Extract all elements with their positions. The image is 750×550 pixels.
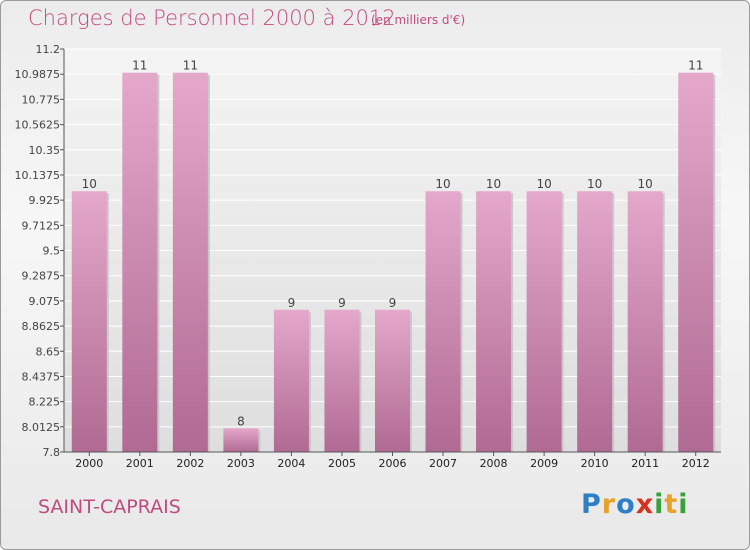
bar-2010	[577, 191, 613, 452]
x-tick-label: 2004	[277, 457, 305, 470]
y-tick-label: 10.1375	[15, 169, 61, 182]
data-label: 10	[638, 177, 653, 191]
data-label: 10	[587, 177, 602, 191]
x-tick-label: 2005	[328, 457, 356, 470]
x-tick-label: 2007	[429, 457, 457, 470]
data-label: 10	[82, 177, 97, 191]
data-label: 10	[486, 177, 501, 191]
x-tick-label: 2003	[227, 457, 255, 470]
y-tick-label: 9.925	[29, 194, 61, 207]
proxiti-logo: Proxiti	[581, 489, 689, 520]
x-tick-label: 2000	[75, 457, 103, 470]
y-tick-label: 8.0125	[22, 421, 61, 434]
x-tick-label: 2012	[682, 457, 710, 470]
data-label: 11	[132, 59, 147, 73]
bar-2001	[122, 72, 158, 453]
y-tick-label: 8.4375	[22, 370, 61, 383]
x-axis: 2000 2001 2002 2003 2004 2005 2006 2007 2008 2009…	[75, 452, 710, 470]
x-tick-label: 2006	[379, 457, 407, 470]
chart-subtitle: (en milliers d'€)	[371, 13, 466, 27]
data-label: 9	[389, 296, 397, 310]
y-tick-label: 8.8625	[22, 320, 61, 333]
y-axis: 7.8 8.0125 8.225 8.4375 8.65 8.8625 9.075 9.287…	[15, 43, 721, 459]
bar-2012	[678, 72, 714, 453]
y-tick-label: 8.65	[36, 345, 61, 358]
bar-2004	[273, 309, 309, 452]
commune-name: SAINT-CAPRAIS	[38, 496, 181, 518]
y-tick-label: 11.2	[36, 43, 61, 56]
y-tick-label: 10.775	[22, 93, 61, 106]
logo-letter: r	[601, 489, 617, 520]
logo-letter: t	[664, 489, 679, 520]
bars-group	[71, 72, 716, 453]
logo-letter: P	[581, 489, 602, 520]
bar-2011	[627, 191, 663, 452]
x-tick-label: 2002	[176, 457, 204, 470]
bar-2005	[324, 309, 360, 452]
bar-2008	[476, 191, 512, 452]
data-label: 11	[688, 59, 703, 73]
y-tick-label: 10.9875	[15, 68, 61, 81]
data-label: 9	[288, 296, 296, 310]
logo-letter: x	[635, 489, 655, 520]
bar-2009	[526, 191, 562, 452]
bar-2000	[71, 191, 107, 452]
x-tick-label: 2008	[480, 457, 508, 470]
y-tick-label: 7.8	[43, 446, 61, 459]
y-tick-label: 9.7125	[22, 219, 61, 232]
y-tick-label: 9.2875	[22, 270, 61, 283]
y-tick-label: 8.225	[29, 396, 61, 409]
data-label: 9	[338, 296, 346, 310]
data-label: 8	[237, 414, 245, 428]
bar-2003	[223, 428, 259, 452]
x-tick-label: 2009	[530, 457, 558, 470]
x-tick-label: 2011	[631, 457, 659, 470]
y-tick-label: 9.5	[43, 245, 61, 258]
chart-title: Charges de Personnel 2000 à 2012	[28, 6, 396, 30]
bar-2007	[425, 191, 461, 452]
x-tick-label: 2001	[126, 457, 154, 470]
data-labels: 10 11 11 8 9 9 9 10 10 10 10 10 11	[82, 59, 704, 429]
data-label: 10	[435, 177, 450, 191]
y-tick-label: 10.5625	[15, 119, 61, 132]
y-tick-label: 9.075	[29, 295, 61, 308]
bar-2002	[172, 72, 208, 453]
logo-letter: i	[654, 489, 665, 520]
logo-letter: i	[678, 489, 689, 520]
y-tick-label: 10.35	[29, 144, 61, 157]
data-label: 11	[183, 59, 198, 73]
data-label: 10	[536, 177, 551, 191]
logo-letter: o	[616, 489, 636, 520]
x-tick-label: 2010	[581, 457, 609, 470]
bar-2006	[375, 309, 410, 452]
